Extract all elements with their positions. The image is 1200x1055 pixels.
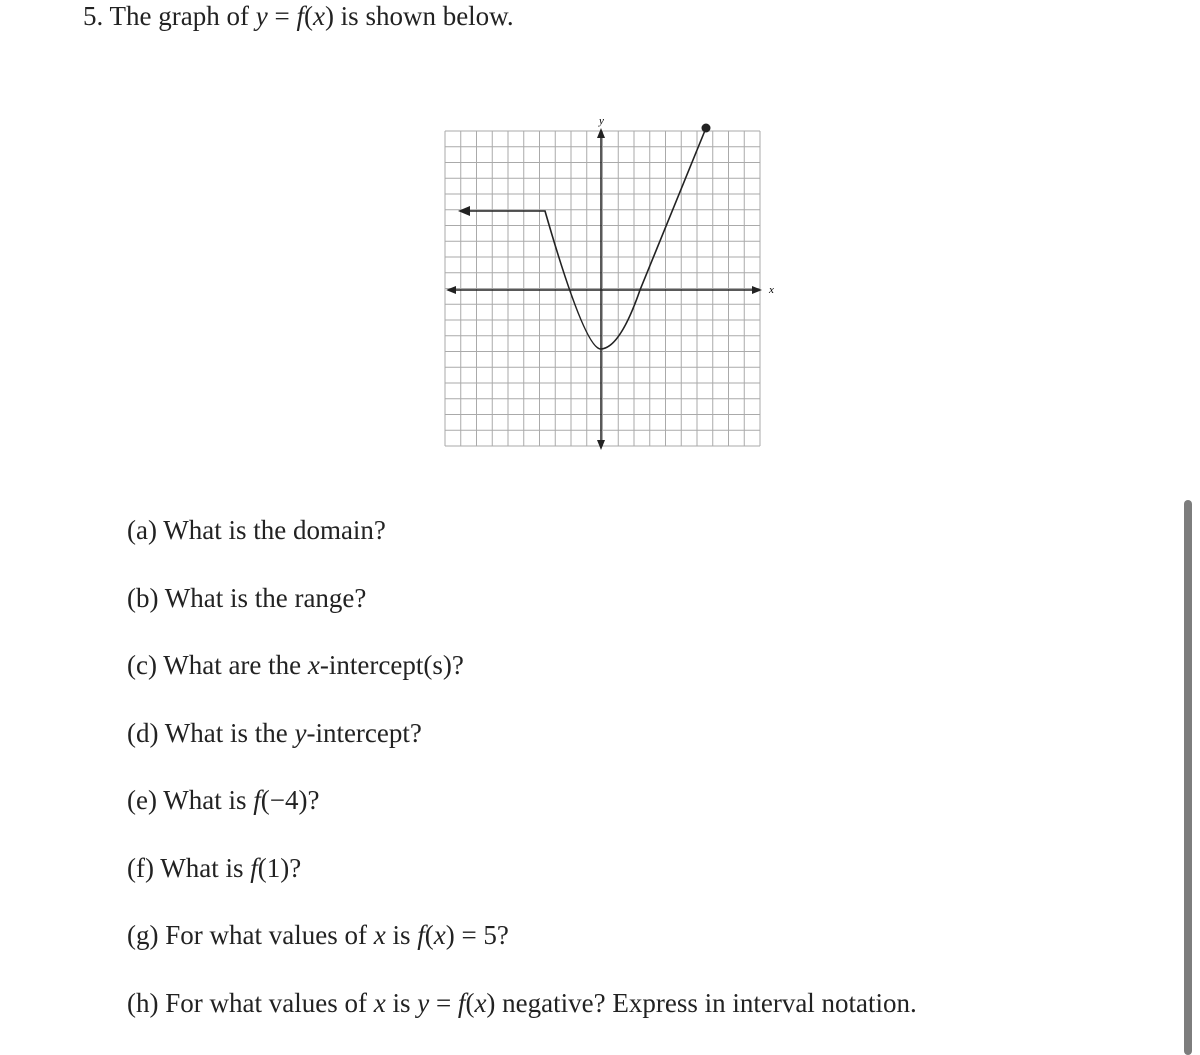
math-symbol: f	[296, 1, 304, 31]
text: ) is shown below.	[324, 1, 514, 31]
graph: x y	[444, 115, 774, 450]
question: (d) What is the y-intercept?	[127, 717, 422, 749]
question: (c) What are the x-intercept(s)?	[127, 649, 464, 681]
text: is	[385, 987, 418, 1018]
text: (	[424, 920, 434, 950]
question: (g) For what values of x is f(x) = 5?	[127, 919, 509, 951]
math-symbol: y	[417, 987, 430, 1018]
question: (e) What is f(−4)?	[127, 784, 319, 816]
math-symbol: x	[312, 1, 325, 31]
arrow	[752, 286, 762, 294]
arrow	[446, 286, 456, 294]
text: 5. The graph of	[83, 1, 256, 31]
arrow	[458, 206, 470, 216]
math-symbol: f	[250, 852, 258, 883]
grid	[444, 130, 761, 447]
text: (a) What is the domain?	[127, 515, 386, 545]
math-symbol: x	[433, 920, 446, 950]
text: (b) What is the range?	[127, 582, 367, 613]
math-symbol: f	[253, 785, 261, 815]
text: (	[303, 1, 313, 31]
text: (−4)?	[260, 785, 320, 815]
text: ) negative? Express in interval notation…	[486, 987, 917, 1018]
math-symbol: f	[417, 920, 425, 950]
text: (c) What are the	[127, 650, 308, 680]
x-axis-label: x	[768, 284, 774, 296]
math-symbol: x	[373, 987, 386, 1018]
text: -intercept(s)?	[319, 650, 464, 680]
text: (h) For what values of	[127, 987, 374, 1018]
question: (a) What is the domain?	[127, 514, 386, 546]
text: is	[385, 920, 418, 950]
problem-stem: 5. The graph of y = f(x) is shown below.	[83, 0, 514, 32]
math-symbol: f	[457, 987, 466, 1018]
arrow	[597, 128, 605, 138]
arrow	[597, 440, 605, 450]
text: =	[267, 1, 297, 31]
text: (d) What is the	[127, 717, 295, 748]
text: -intercept?	[306, 717, 422, 748]
text: (1)?	[257, 852, 302, 883]
text: (g) For what values of	[127, 920, 374, 950]
math-symbol: x	[373, 920, 386, 950]
question: (b) What is the range?	[127, 582, 366, 614]
text: ) = 5?	[445, 920, 509, 950]
question: (f) What is f(1)?	[127, 852, 301, 884]
text: =	[429, 987, 458, 1018]
math-symbol: y	[294, 717, 307, 748]
text: (f) What is	[127, 852, 251, 883]
y-axis-label: y	[598, 115, 604, 127]
question: (h) For what values of x is y = f(x) neg…	[127, 987, 917, 1019]
endpoint	[701, 123, 711, 133]
scrollbar[interactable]	[1184, 500, 1192, 1055]
math-symbol: y	[255, 1, 268, 31]
math-symbol: x	[307, 650, 320, 680]
math-symbol: x	[474, 987, 487, 1018]
function-curve	[466, 127, 707, 350]
text: (e) What is	[127, 785, 254, 815]
text: (	[465, 987, 475, 1018]
